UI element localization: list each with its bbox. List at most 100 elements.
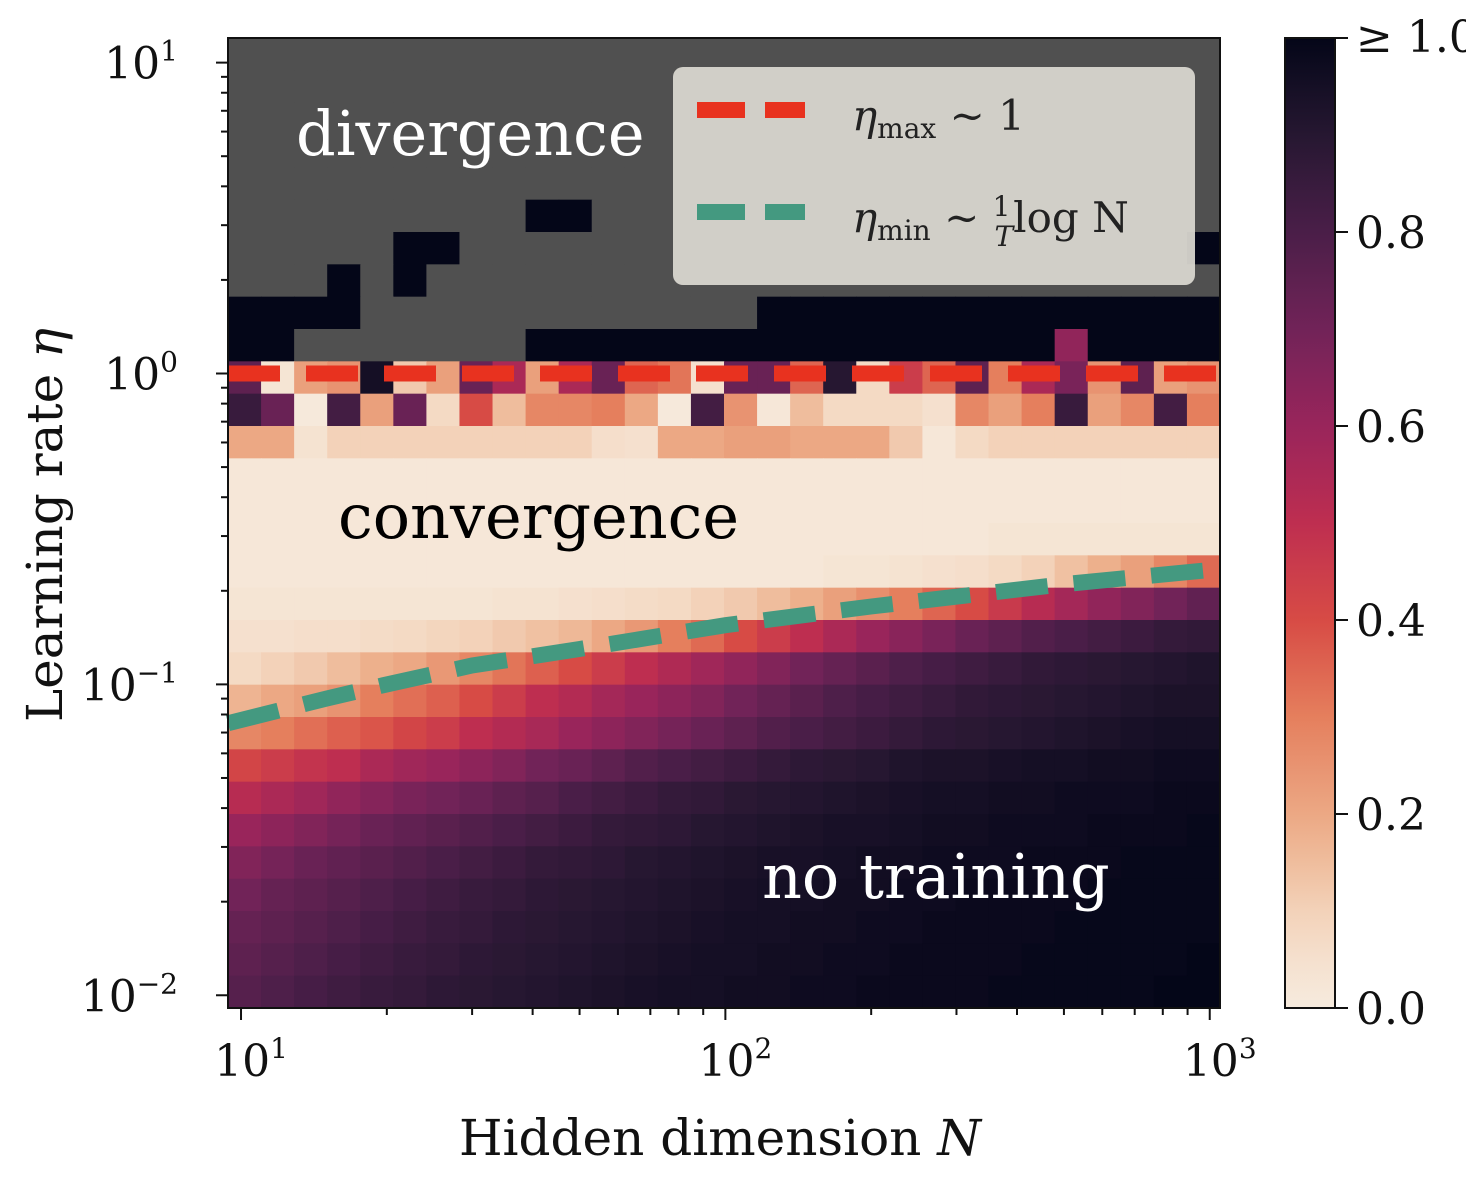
- heatmap-cell: [1087, 296, 1122, 330]
- heatmap-cell: [724, 329, 758, 362]
- heatmap-cell: [1120, 523, 1155, 556]
- heatmap-cell: [1087, 781, 1122, 815]
- heatmap-cell: [1087, 426, 1122, 459]
- heatmap-cell-divergence: [591, 167, 626, 201]
- heatmap-cell-divergence: [525, 38, 560, 71]
- heatmap-cell-divergence: [294, 167, 328, 201]
- heatmap-cell: [790, 749, 824, 783]
- heatmap-cell: [657, 846, 692, 880]
- heatmap-cell: [1021, 814, 1056, 847]
- heatmap-cell: [823, 943, 857, 977]
- heatmap-cell: [1186, 587, 1221, 621]
- heatmap-cell-divergence: [1021, 38, 1056, 71]
- heatmap-cell: [657, 555, 692, 589]
- heatmap-cell: [1153, 911, 1188, 944]
- heatmap-cell: [261, 393, 295, 427]
- heatmap-cell: [591, 684, 626, 718]
- heatmap-cell-divergence: [360, 70, 394, 104]
- heatmap-cell: [823, 458, 857, 492]
- heatmap-cell: [1021, 458, 1056, 492]
- heatmap-cell-divergence: [591, 232, 626, 265]
- heatmap-cell: [591, 490, 626, 524]
- heatmap-cell: [657, 781, 692, 815]
- heatmap-cell-divergence: [261, 232, 295, 265]
- heatmap-cell-divergence: [1186, 38, 1221, 71]
- heatmap-cell: [624, 652, 659, 686]
- heatmap-cell-divergence: [393, 167, 427, 201]
- heatmap-cell: [757, 555, 791, 589]
- heatmap-cell: [1153, 587, 1188, 621]
- heatmap-cell: [591, 878, 626, 912]
- heatmap-cell: [823, 814, 857, 847]
- heatmap-cell: [823, 781, 857, 815]
- heatmap-cell: [294, 846, 328, 880]
- heatmap-cell: [1186, 652, 1221, 686]
- heatmap-cell-divergence: [459, 296, 494, 330]
- heatmap-cell: [360, 911, 394, 944]
- heatmap-cell: [492, 781, 527, 815]
- heatmap-cell: [1087, 684, 1122, 718]
- heatmap-cell: [459, 749, 494, 783]
- heatmap-cell: [955, 749, 990, 783]
- heatmap-cell-divergence: [426, 135, 461, 168]
- heatmap-cell: [525, 911, 560, 944]
- heatmap-cell: [261, 587, 295, 621]
- heatmap-cell-divergence: [393, 296, 427, 330]
- heatmap-cell: [294, 975, 328, 1009]
- heatmap-cell: [757, 975, 791, 1009]
- heatmap-cell: [1087, 846, 1122, 880]
- heatmap-cell: [426, 652, 461, 686]
- heatmap-cell: [823, 490, 857, 524]
- heatmap-cell: [1021, 393, 1056, 427]
- heatmap-cell-divergence: [327, 199, 361, 233]
- heatmap-cell: [1054, 361, 1089, 395]
- heatmap-cell: [591, 426, 626, 459]
- heatmap-cell: [393, 975, 427, 1009]
- heatmap-cell: [1186, 458, 1221, 492]
- heatmap-cell: [1054, 943, 1089, 977]
- heatmap-cell: [624, 490, 659, 524]
- heatmap-cell: [1153, 814, 1188, 847]
- heatmap-cell: [558, 199, 593, 233]
- heatmap-cell: [1120, 684, 1155, 718]
- heatmap-cell: [922, 846, 957, 880]
- heatmap-cell: [1087, 587, 1122, 621]
- heatmap-cell: [459, 523, 494, 556]
- heatmap-cell: [591, 814, 626, 847]
- heatmap-cell: [757, 490, 791, 524]
- heatmap-cell: [657, 523, 692, 556]
- heatmap-cell-divergence: [492, 232, 527, 265]
- heatmap-cell: [393, 490, 427, 524]
- heatmap-cell-divergence: [294, 70, 328, 104]
- heatmap-cell: [426, 490, 461, 524]
- annotation-divergence: divergence: [296, 97, 645, 170]
- heatmap-cell: [1120, 426, 1155, 459]
- heatmap-cell: [724, 652, 758, 686]
- heatmap-cell-divergence: [790, 38, 824, 71]
- heatmap-cell: [823, 393, 857, 427]
- heatmap-cell: [988, 684, 1023, 718]
- heatmap-cell-divergence: [261, 167, 295, 201]
- heatmap-cell: [360, 943, 394, 977]
- heatmap-cell: [790, 781, 824, 815]
- heatmap-cell: [988, 814, 1023, 847]
- heatmap-cell: [790, 426, 824, 459]
- heatmap-cell: [558, 393, 593, 427]
- heatmap-cell-divergence: [360, 296, 394, 330]
- heatmap-cell-divergence: [724, 296, 758, 330]
- heatmap-cell: [889, 296, 923, 330]
- heatmap-cell: [624, 878, 659, 912]
- heatmap-cell-divergence: [624, 296, 659, 330]
- heatmap-cell: [757, 458, 791, 492]
- heatmap-cell: [690, 717, 725, 750]
- heatmap-cell: [1186, 329, 1221, 362]
- heatmap-cell-divergence: [426, 296, 461, 330]
- heatmap-cell: [922, 878, 957, 912]
- heatmap-cell: [955, 523, 990, 556]
- annotation-no-training: no training: [762, 840, 1110, 913]
- heatmap-cell: [690, 523, 725, 556]
- heatmap-cell: [955, 620, 990, 653]
- heatmap-cell: [261, 490, 295, 524]
- heatmap-cell: [657, 814, 692, 847]
- heatmap-cell-divergence: [327, 70, 361, 104]
